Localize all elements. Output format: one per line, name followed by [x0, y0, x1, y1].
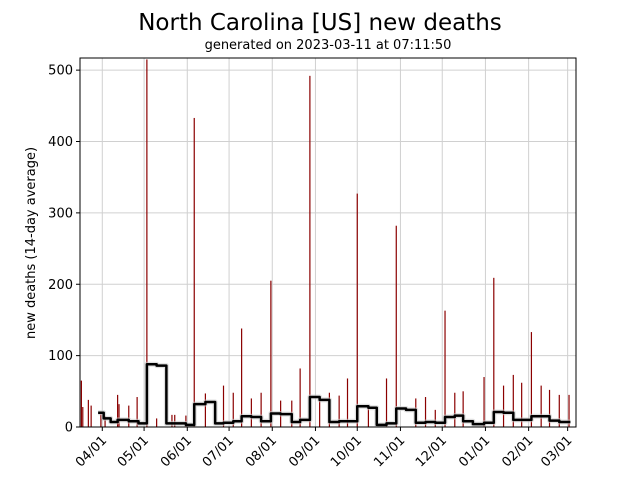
daily-bar [395, 225, 397, 427]
daily-bar [424, 397, 427, 427]
x-tick-label: 08/01 [243, 433, 280, 470]
daily-bar [493, 277, 495, 427]
x-tick-label: 09/01 [286, 433, 323, 470]
daily-bar [385, 378, 388, 427]
average-line [98, 361, 571, 428]
daily-bar [454, 392, 456, 427]
x-tick-label: 12/01 [413, 433, 450, 470]
daily-bar [193, 117, 195, 427]
x-tick-label: 04/01 [73, 433, 110, 470]
daily-bar [260, 392, 262, 427]
daily-bar [521, 382, 523, 427]
daily-bar [444, 310, 446, 427]
daily-bar [90, 405, 92, 427]
daily-bar [250, 398, 252, 427]
daily-bar [222, 385, 225, 427]
daily-bars [80, 59, 570, 428]
x-tick-label: 06/01 [158, 433, 195, 470]
daily-bar [568, 394, 570, 427]
daily-bar [558, 394, 560, 427]
average-line-path [98, 362, 571, 427]
daily-bar [232, 392, 234, 427]
daily-bar [82, 407, 84, 427]
daily-bar [462, 391, 464, 427]
y-axis-label: new deaths (14-day average) [24, 147, 39, 339]
daily-bar [548, 389, 551, 427]
x-tick-label: 02/01 [499, 433, 536, 470]
daily-bar [241, 328, 243, 427]
daily-bar [502, 385, 505, 427]
plot-frame [79, 57, 577, 428]
daily-bar [104, 416, 106, 427]
chart-title: North Carolina [US] new deaths [138, 10, 502, 36]
daily-bar [530, 332, 533, 427]
x-tick-label: 03/01 [538, 433, 575, 470]
daily-bar [338, 395, 340, 427]
x-tick-label: 01/01 [456, 433, 493, 470]
daily-bar [146, 59, 148, 428]
y-tick-label: 200 [48, 278, 73, 293]
y-tick-label: 500 [48, 64, 73, 79]
x-tick-label: 10/01 [328, 433, 365, 470]
daily-bar [299, 368, 301, 427]
daily-bar [367, 405, 370, 427]
x-tick-label: 05/01 [115, 433, 152, 470]
x-tick-label: 11/01 [371, 433, 408, 470]
daily-bar [540, 385, 542, 427]
daily-bar [483, 377, 485, 427]
daily-bar [128, 405, 130, 427]
daily-bar [87, 399, 89, 427]
x-tick-label: 07/01 [200, 433, 237, 470]
daily-bar [156, 418, 158, 427]
daily-bar [100, 414, 102, 427]
y-tick-label: 300 [48, 206, 73, 221]
y-tick-label: 0 [65, 421, 73, 436]
chart-subtitle: generated on 2023-03-11 at 07:11:50 [205, 38, 452, 53]
daily-bar [80, 380, 82, 427]
daily-bar [204, 393, 206, 427]
y-tick-label: 100 [48, 349, 73, 364]
grid [80, 58, 576, 428]
daily-bar [319, 397, 321, 427]
y-tick-label: 400 [48, 135, 73, 150]
daily-bar [434, 409, 436, 427]
average-line-shadow [98, 361, 571, 428]
daily-bar [512, 374, 514, 427]
daily-bar [346, 378, 349, 427]
daily-bar [356, 193, 358, 427]
daily-bar [136, 397, 138, 427]
daily-bar [270, 280, 272, 427]
daily-bar [309, 75, 311, 428]
daily-bar [118, 404, 120, 427]
daily-bar [117, 394, 119, 427]
